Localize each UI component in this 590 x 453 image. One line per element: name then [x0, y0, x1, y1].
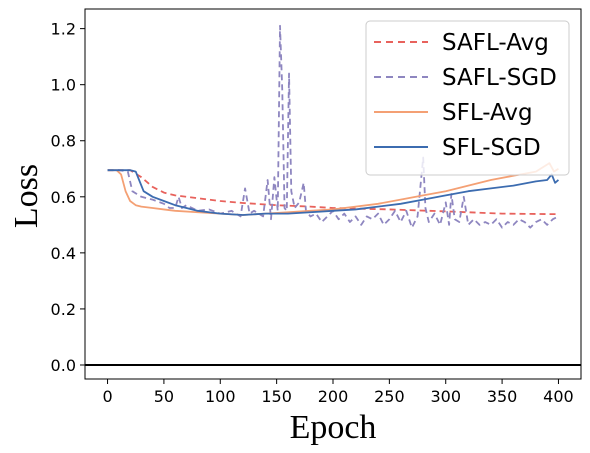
series-line-sfl-avg [107, 162, 559, 216]
legend: SAFL-Avg SAFL-SGD SFL-Avg SFL-SGD [365, 20, 570, 176]
x-axis-title: Epoch [290, 409, 377, 446]
x-tick-label: 200 [318, 387, 349, 406]
x-tick-label: 250 [374, 387, 405, 406]
legend-label: SFL-Avg [442, 100, 533, 126]
legend-label: SAFL-SGD [442, 65, 557, 91]
x-tick-label: 0 [102, 387, 112, 406]
x-axis: 0 50 100 150 200 250 300 350 400 [102, 379, 574, 406]
legend-box [365, 20, 570, 176]
x-tick-label: 50 [154, 387, 174, 406]
x-tick-label: 400 [543, 387, 574, 406]
y-tick-label: 0.2 [51, 300, 76, 319]
series-layer [107, 24, 560, 229]
x-tick-label: 300 [430, 387, 461, 406]
y-tick-label: 0.0 [51, 356, 76, 375]
y-tick-label: 1.2 [51, 20, 76, 39]
y-tick-label: 1.0 [51, 76, 76, 95]
series-line-sfl-sgd [107, 169, 560, 216]
y-axis: 0.0 0.2 0.4 0.6 0.8 1.0 1.2 [51, 20, 85, 375]
legend-label: SFL-SGD [442, 135, 541, 161]
y-tick-label: 0.6 [51, 188, 76, 207]
y-tick-label: 0.4 [51, 244, 76, 263]
x-tick-label: 350 [487, 387, 518, 406]
y-axis-title: Loss [8, 164, 45, 228]
legend-label: SAFL-Avg [442, 30, 549, 56]
series-line-safl-sgd [107, 24, 559, 229]
series-line-safl-avg [107, 169, 559, 216]
x-tick-label: 150 [261, 387, 292, 406]
x-tick-label: 100 [205, 387, 236, 406]
y-tick-label: 0.8 [51, 132, 76, 151]
